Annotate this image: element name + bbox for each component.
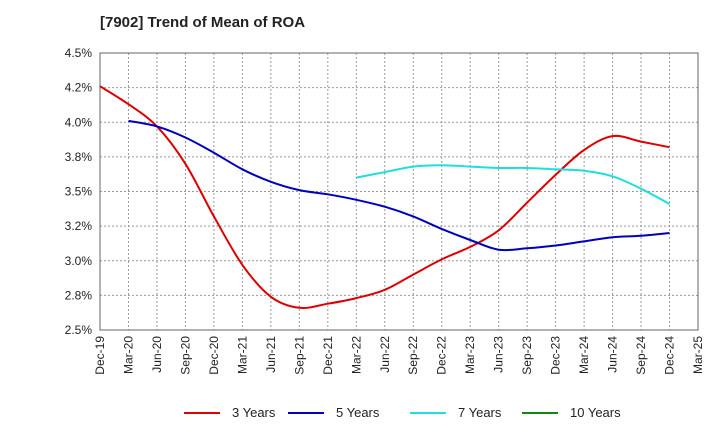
x-tick-label: Mar-21 [235, 336, 249, 374]
x-tick-label: Mar-25 [691, 336, 705, 374]
legend-swatch-10-years [522, 411, 558, 414]
legend-label-5-years: 5 Years [336, 405, 380, 420]
y-tick-label: 3.8% [65, 150, 93, 164]
y-tick-label: 3.5% [65, 185, 93, 199]
x-tick-label: Mar-20 [121, 336, 135, 374]
legend-item-3-years: 3 Years [184, 405, 275, 420]
legend-item-5-years: 5 Years [288, 405, 379, 420]
axes [99, 52, 699, 331]
legend-item-7-years: 7 Years [410, 405, 501, 420]
grid-lines [100, 52, 698, 330]
x-tick-label: Sep-23 [520, 336, 534, 375]
x-tick-label: Dec-24 [663, 336, 677, 375]
x-tick-label: Jun-22 [378, 336, 392, 373]
x-tick-label: Jun-21 [264, 336, 278, 373]
x-tick-label: Dec-23 [549, 336, 563, 375]
legend-label-7-years: 7 Years [458, 405, 502, 420]
plot-frame [99, 52, 699, 331]
legend-swatch-3-years [184, 411, 220, 414]
y-tick-label: 2.8% [65, 288, 93, 302]
series-line-7-years [356, 164, 670, 205]
series-line-3-years [99, 85, 670, 310]
x-tick-label: Jun-23 [492, 336, 506, 373]
x-tick-label: Sep-22 [406, 336, 420, 375]
x-tick-label: Dec-19 [93, 336, 107, 375]
legend-swatch-7-years [410, 411, 446, 414]
series-line-5-years [128, 119, 670, 252]
y-tick-label: 3.0% [65, 254, 93, 268]
x-tick-label: Sep-24 [634, 336, 648, 375]
x-axis-tick-labels: Dec-19 Mar-20 Jun-20 Sep-20 Dec-20 Mar-21 Jun-… [93, 336, 705, 375]
y-tick-label: 3.2% [65, 219, 93, 233]
legend-label-3-years: 3 Years [232, 405, 276, 420]
x-tick-label: Mar-22 [349, 336, 363, 374]
y-axis-tick-labels: 2.5% 2.8% 3.0% 3.2% 3.5% 3.8% 4.0% 4.2% 4.5% [65, 46, 93, 337]
y-tick-label: 4.5% [65, 46, 93, 60]
legend-label-10-years: 10 Years [570, 405, 621, 420]
legend: 3 Years 5 Years 7 Years 10 Years [0, 405, 720, 425]
y-tick-label: 4.0% [65, 115, 93, 129]
x-tick-label: Jun-20 [150, 336, 164, 373]
x-tick-label: Mar-23 [463, 336, 477, 374]
x-tick-label: Sep-20 [178, 336, 192, 375]
x-tick-label: Dec-22 [435, 336, 449, 375]
legend-item-10-years: 10 Years [522, 405, 621, 420]
y-tick-label: 4.2% [65, 81, 93, 95]
x-tick-label: Dec-21 [321, 336, 335, 375]
x-tick-label: Jun-24 [606, 336, 620, 373]
chart-title: [7902] Trend of Mean of ROA [100, 14, 306, 31]
x-tick-label: Sep-21 [292, 336, 306, 375]
x-tick-label: Mar-24 [577, 336, 591, 374]
legend-swatch-5-years [288, 411, 324, 414]
x-tick-label: Dec-20 [207, 336, 221, 375]
y-tick-label: 2.5% [65, 323, 93, 337]
series-lines [99, 85, 670, 310]
